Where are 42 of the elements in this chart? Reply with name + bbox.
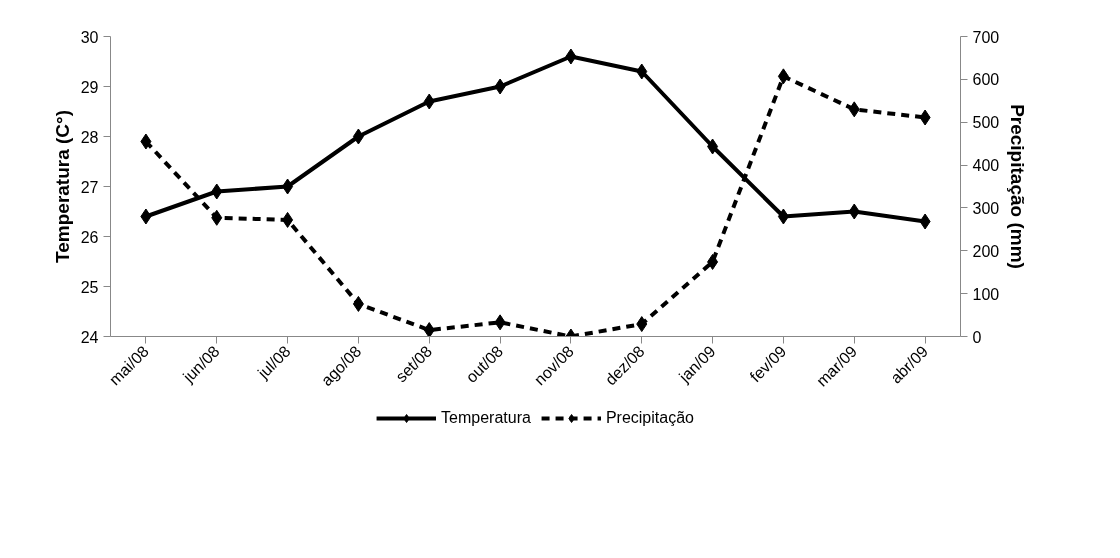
legend-label: Precipitação [605, 409, 694, 427]
point [565, 48, 577, 65]
point [707, 253, 719, 270]
y-axis-title: Temperatura (C°) [51, 110, 73, 263]
y2-tick-label: 200 [972, 242, 1000, 260]
point [211, 209, 223, 226]
point [352, 128, 364, 145]
point [848, 101, 860, 118]
y-tick-label: 24 [80, 328, 99, 346]
y-tick-label: 27 [80, 178, 99, 196]
y-tick-label: 25 [80, 278, 99, 296]
y2-tick-label: 300 [972, 199, 1000, 217]
y-tick-label: 26 [80, 228, 99, 246]
point [919, 109, 931, 126]
point [848, 203, 860, 220]
y2-tick-label: 600 [972, 71, 1000, 89]
point [636, 63, 648, 80]
y-tick-label: 28 [80, 128, 99, 146]
point [282, 178, 294, 195]
y2-tick-label: 700 [972, 28, 1000, 46]
y2-tick-label: 500 [972, 114, 1000, 132]
point [211, 183, 223, 200]
point [423, 93, 435, 110]
y2-tick-label: 100 [972, 285, 1000, 303]
point [636, 316, 648, 333]
y-tick-label: 29 [80, 78, 99, 96]
point [707, 138, 719, 155]
point [423, 322, 435, 337]
legend-label: Temperatura [441, 409, 531, 427]
y2-tick-label: 400 [972, 157, 1000, 175]
point [777, 68, 789, 85]
point [282, 211, 294, 228]
point [352, 295, 364, 312]
point [140, 133, 152, 150]
y2-tick-label: 0 [972, 328, 982, 346]
point [494, 78, 506, 95]
y-tick-label: 30 [80, 28, 99, 46]
point [494, 314, 506, 331]
point [777, 208, 789, 225]
point [919, 213, 931, 230]
point [140, 208, 152, 225]
y2-axis-title: Precipitação (mm) [1007, 104, 1029, 269]
